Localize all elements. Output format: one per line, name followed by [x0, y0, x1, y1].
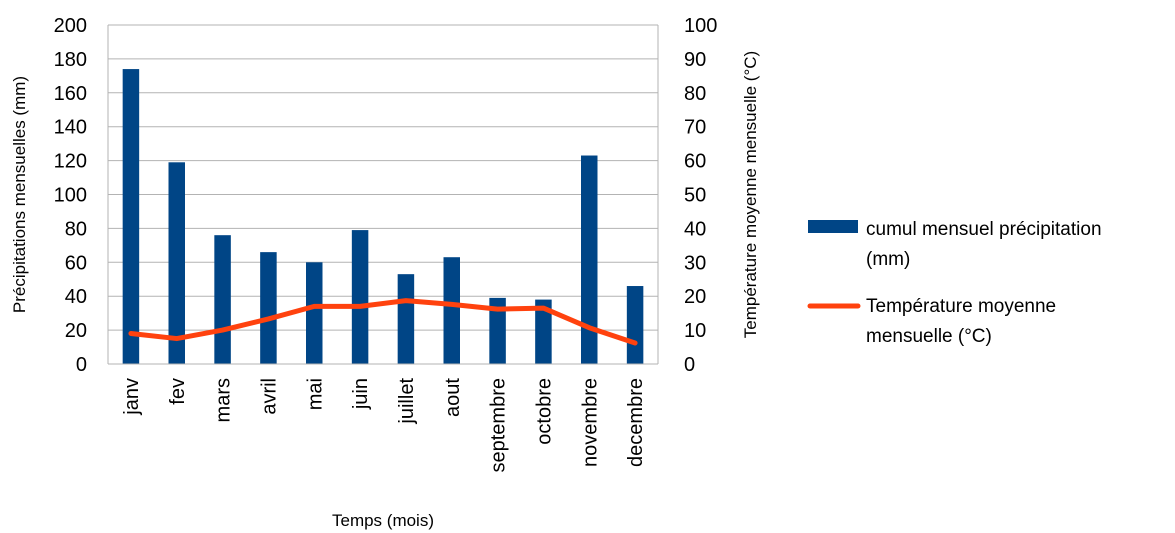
y2-tick-label: 0 [684, 354, 695, 376]
bar-mars [214, 235, 231, 364]
y2-tick-label: 70 [684, 117, 706, 139]
x-tick-label: avril [258, 378, 280, 415]
legend: cumul mensuel précipitation (mm) Tempéra… [807, 219, 1102, 347]
y2-tick-label: 40 [684, 218, 706, 240]
x-tick-label: juillet [396, 378, 418, 425]
bar-septembre [489, 297, 506, 364]
bar-fev [168, 162, 185, 364]
x-axis-label: Temps (mois) [332, 511, 434, 530]
bar-decembre [626, 286, 644, 364]
y-tick-label: 40 [65, 286, 87, 308]
y2-tick-label: 30 [684, 252, 706, 274]
y-tick-label: 120 [54, 151, 87, 173]
bar-avril [260, 252, 277, 364]
y2-tick-label: 90 [684, 49, 706, 71]
plot-frame [107, 25, 659, 365]
y2-tick-label: 100 [684, 15, 717, 37]
y2-tick-label: 60 [684, 151, 706, 173]
x-tick-label: mai [304, 378, 326, 410]
legend-label-precipitation-line2: (mm) [866, 249, 910, 270]
y2-tick-label: 50 [684, 185, 706, 207]
y-tick-label: 160 [54, 83, 87, 105]
x-tick-label: mars [213, 378, 235, 422]
y-axis-label: Précipitations mensuelles (mm) [10, 76, 29, 313]
x-tick-label: fev [167, 378, 189, 405]
y-tick-label: 0 [76, 354, 87, 376]
right-axis-ticks: 0 10 20 30 40 50 60 70 80 90 100 [684, 15, 717, 376]
bar-novembre [581, 155, 598, 364]
x-tick-label: octobre [533, 378, 555, 445]
legend-label-temperature-line2: mensuelle (°C) [866, 326, 992, 347]
x-tick-label: janv [121, 378, 143, 416]
y-tick-label: 180 [54, 49, 87, 71]
temperature-line [128, 298, 638, 346]
grid-lines [108, 24, 658, 365]
y-tick-label: 100 [54, 185, 87, 207]
legend-label-precipitation-line1: cumul mensuel précipitation [866, 219, 1102, 240]
bar-aout [443, 257, 460, 364]
y-tick-label: 60 [65, 252, 87, 274]
y-tick-label: 140 [54, 117, 87, 139]
left-axis-ticks: 0 20 40 60 80 100 120 140 160 180 200 [54, 15, 87, 376]
x-tick-label: decembre [625, 378, 647, 467]
y-tick-label: 200 [54, 15, 87, 37]
x-tick-label: juin [350, 378, 372, 410]
precipitation-bars [122, 69, 644, 364]
y2-tick-label: 80 [684, 83, 706, 105]
bar-mai [306, 262, 323, 364]
x-tick-label: septembre [488, 378, 510, 473]
y-tick-label: 80 [65, 218, 87, 240]
bar-juillet [397, 274, 415, 364]
y-tick-label: 20 [65, 320, 87, 342]
legend-label-temperature-line1: Température moyenne [866, 296, 1056, 317]
x-axis-ticks: janv fev mars avril mai juin juillet aout septem… [121, 378, 647, 473]
x-tick-label: novembre [579, 378, 601, 467]
bar-octobre [535, 299, 552, 364]
bar-janv [122, 69, 140, 364]
y2-tick-label: 10 [684, 320, 706, 342]
bar-juin [351, 230, 369, 364]
y2-tick-label: 20 [684, 286, 706, 308]
legend-swatch-precipitation [808, 220, 858, 233]
x-tick-label: aout [442, 378, 464, 417]
y2-axis-label: Température moyenne mensuelle (°C) [741, 51, 760, 338]
